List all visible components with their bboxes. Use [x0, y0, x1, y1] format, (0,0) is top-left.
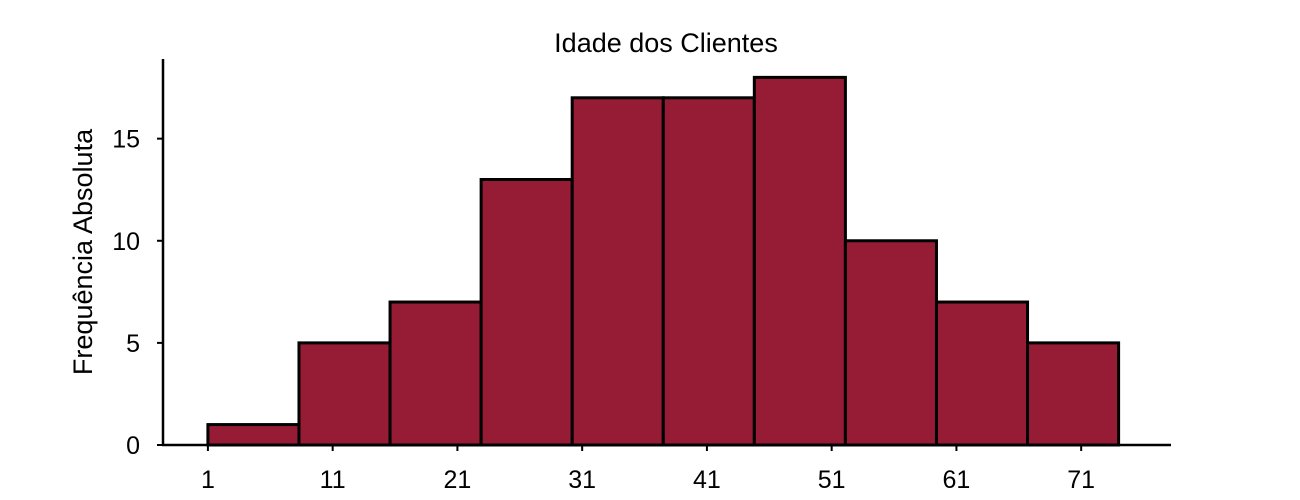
y-tick-label: 15 [112, 126, 140, 154]
chart-title: Idade dos Clientes [554, 28, 778, 58]
histogram-bar [479, 177, 574, 447]
bars-group [206, 75, 1121, 447]
y-tick-label: 0 [126, 432, 140, 460]
x-tick-label: 31 [568, 466, 596, 494]
x-tick-label: 1 [201, 466, 215, 494]
histogram-bar [752, 75, 847, 447]
y-axis-label: Frequência Absoluta [68, 128, 98, 375]
y-tick-label: 5 [126, 330, 140, 358]
histogram-bar [1026, 341, 1121, 447]
x-tick-label: 61 [943, 466, 971, 494]
y-ticks-group: 0 5 10 15 [112, 126, 163, 460]
x-tick-label: 41 [693, 466, 721, 494]
histogram-bar [843, 239, 938, 447]
x-tick-label: 21 [444, 466, 472, 494]
x-tick-label: 51 [818, 466, 846, 494]
histogram-bar [297, 341, 392, 447]
histogram-bar [388, 300, 483, 447]
histogram-bar [661, 96, 756, 447]
x-tick-label: 11 [320, 466, 346, 494]
x-ticks-group: 1 11 21 31 41 51 61 71 [201, 445, 1095, 494]
x-tick-label: 71 [1067, 466, 1095, 494]
histogram-bar [934, 300, 1030, 447]
y-tick-label: 10 [112, 228, 140, 256]
histogram-bar [206, 423, 301, 447]
histogram-bar [570, 96, 665, 447]
